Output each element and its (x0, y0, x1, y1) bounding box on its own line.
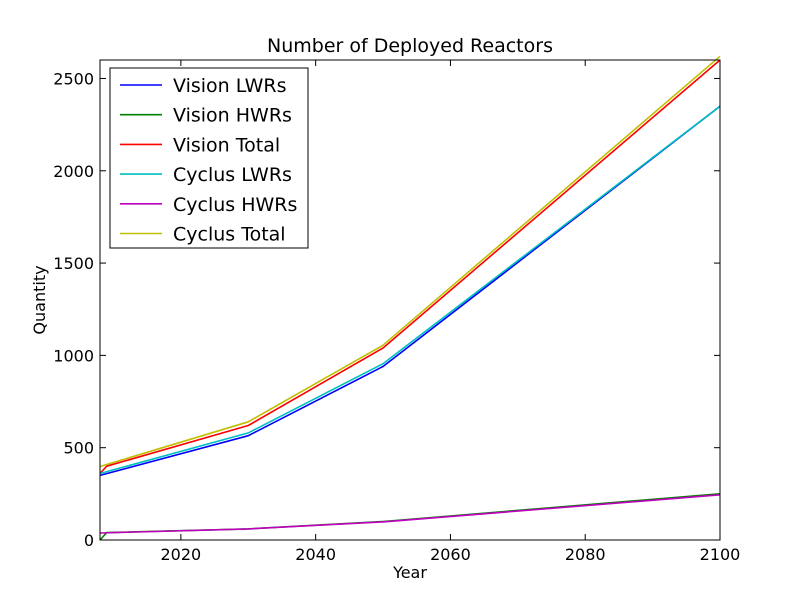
series-line-4 (99, 494, 721, 534)
series-layer (99, 55, 721, 541)
plot-area-frame (99, 59, 721, 541)
ticks-layer: 2020 2040 2060 2080 2100 0 500 1000 1500 2000 2500 (53, 60, 740, 564)
legend-label-2: Vision Total (173, 134, 280, 156)
y-axis-label: Quantity (30, 265, 49, 334)
x-tick-label-1: 2040 (295, 545, 336, 564)
legend-label-1: Vision HWRs (173, 105, 292, 127)
series-line-5 (99, 55, 721, 468)
y-tick-label-2: 1000 (53, 346, 94, 365)
y-tick-label-1: 500 (63, 439, 94, 458)
series-line-1 (99, 493, 721, 541)
series-line-2 (99, 59, 721, 475)
x-tick-label-3: 2080 (565, 545, 606, 564)
legend-label-3: Cyclus LWRs (173, 164, 292, 186)
y-tick-label-3: 1500 (53, 254, 94, 273)
legend-label-4: Cyclus HWRs (173, 194, 297, 216)
legend-label-5: Cyclus Total (173, 224, 286, 246)
x-tick-label-2: 2060 (430, 545, 471, 564)
series-line-3 (99, 105, 721, 475)
x-tick-label-0: 2020 (161, 545, 202, 564)
y-tick-label-4: 2000 (53, 162, 94, 181)
chart-title: Number of Deployed Reactors (267, 35, 553, 57)
y-tick-label-5: 2500 (53, 69, 94, 88)
x-axis-label: Year (392, 563, 427, 582)
legend: Vision LWRs Vision HWRs Vision Total Cyclus… (109, 67, 309, 249)
x-tick-label-4: 2100 (700, 545, 741, 564)
y-tick-label-0: 0 (84, 531, 94, 550)
legend-label-0: Vision LWRs (173, 75, 286, 97)
series-line-0 (99, 105, 721, 477)
legend-box (109, 67, 309, 249)
